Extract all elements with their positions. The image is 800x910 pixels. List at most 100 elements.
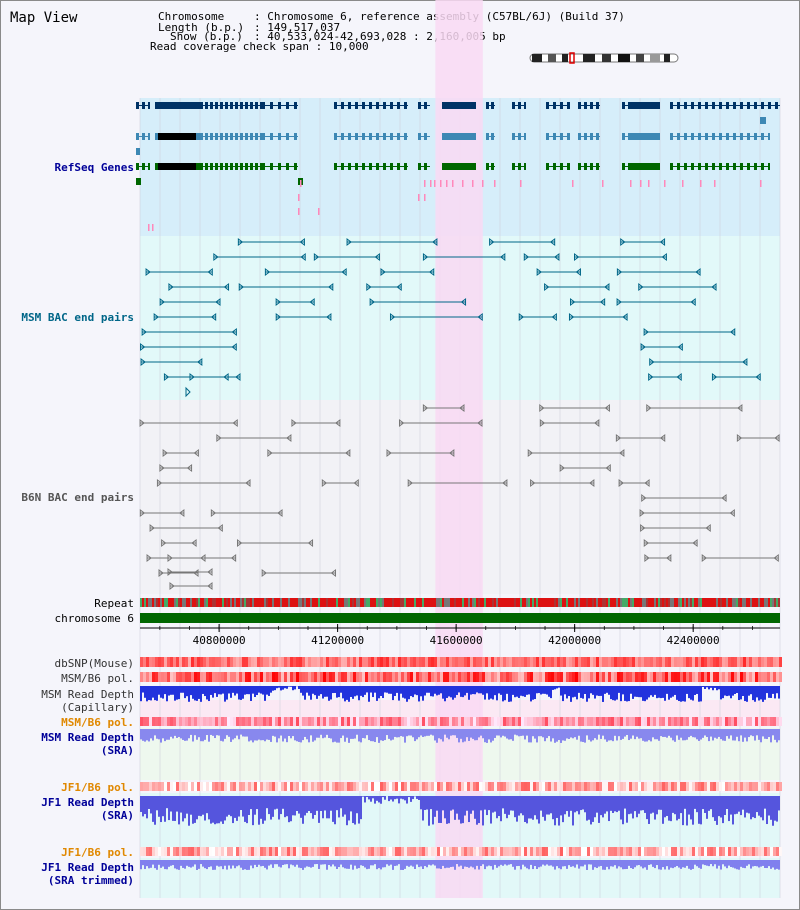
track-label-msm-bac[interactable]: MSM BAC end pairs <box>21 311 134 324</box>
refseq-gene-exon <box>225 133 228 140</box>
b6n-bac-pair-end <box>640 524 646 532</box>
refseq-gene-exon <box>584 163 587 170</box>
track-label-refseq[interactable]: RefSeq Genes <box>54 161 134 174</box>
jf1-depth-trim-bar <box>742 860 744 868</box>
msm-b6-pol-heat-cell <box>323 672 326 682</box>
repeat-segment <box>196 598 198 607</box>
jf1-b6-pol2-heat-cell <box>737 847 740 856</box>
jf1-b6-pol-heat-cell <box>602 782 605 791</box>
jf1-depth-trim-bar <box>210 860 212 867</box>
msm-depth-capillary-bar <box>214 686 216 694</box>
repeat-segment <box>562 598 564 607</box>
jf1-depth-sra-bar <box>378 796 380 803</box>
b6n-bac-pair-end <box>186 464 193 472</box>
msm-depth-sra-bar <box>360 729 362 743</box>
jf1-depth-sra-bar <box>366 796 368 798</box>
refseq-gene-exon <box>148 102 150 109</box>
b6n-bac-pair-end <box>159 464 165 472</box>
msm-depth-capillary-bar <box>598 686 600 696</box>
msm-depth-capillary-bar <box>166 686 168 702</box>
dbsnp-heat-cell <box>185 657 188 667</box>
jf1-b6-pol2-heat-cell <box>773 847 776 856</box>
dbsnp-heat-cell <box>569 657 572 667</box>
msm-depth-capillary-bar <box>328 686 330 701</box>
jf1-depth-sra-bar <box>624 796 626 809</box>
refseq-pink-marker <box>318 208 320 215</box>
refseq-pink-marker <box>440 180 442 187</box>
jf1-depth-sra-bar <box>158 796 160 817</box>
msm-depth-sra-bar <box>392 729 394 740</box>
msm-depth-sra-bar <box>198 729 200 738</box>
msm-depth-capillary-bar <box>170 686 172 695</box>
jf1-depth-sra-bar <box>376 796 378 801</box>
msm-b6-pol2-heat-cell <box>605 717 608 726</box>
msm-depth-capillary-bar <box>472 686 474 695</box>
msm-depth-sra-bar <box>190 729 192 735</box>
dbsnp-heat-cell <box>602 657 605 667</box>
jf1-depth-sra-bar <box>670 796 672 822</box>
repeat-segment <box>526 598 528 607</box>
jf1-depth-sra-bar <box>484 796 486 810</box>
repeat-segment <box>324 598 326 607</box>
jf1-depth-trim-bar <box>366 860 368 870</box>
msm-b6-pol-heat-cell <box>770 672 773 682</box>
jf1-depth-sra-bar <box>742 796 744 810</box>
msm-b6-pol2-heat-cell <box>521 717 524 726</box>
jf1-depth-trim-bar <box>478 860 480 870</box>
msm-b6-pol2-heat-cell <box>509 717 512 726</box>
repeat-segment <box>308 598 310 607</box>
msm-depth-capillary-bar <box>312 686 314 694</box>
refseq-gene-exon <box>136 133 139 140</box>
jf1-depth-trim-bar <box>674 860 676 868</box>
chromosome-ideogram[interactable] <box>528 52 682 64</box>
jf1-b6-pol2-heat-cell <box>251 847 254 856</box>
track-label-b6n-bac[interactable]: B6N BAC end pairs <box>21 491 134 504</box>
msm-depth-sra-bar <box>758 729 760 740</box>
jf1-depth-sra-bar <box>358 796 360 824</box>
dbsnp-heat-cell <box>431 657 434 667</box>
repeat-segment <box>752 598 754 607</box>
refseq-gene-exon <box>726 133 729 140</box>
jf1-b6-pol-heat-cell <box>140 782 143 791</box>
jf1-b6-pol-heat-cell <box>740 782 743 791</box>
dbsnp-heat-cell <box>716 657 719 667</box>
jf1-b6-pol-heat-cell <box>182 782 185 791</box>
repeat-segment <box>246 598 248 607</box>
jf1-depth-sra-bar <box>664 796 666 818</box>
msm-depth-capillary-bar <box>584 686 586 694</box>
msm-b6-pol2-heat-cell <box>557 717 560 726</box>
msm-depth-capillary-bar <box>378 686 380 699</box>
repeat-segment <box>144 598 146 607</box>
jf1-depth-sra-bar <box>380 796 382 804</box>
jf1-depth-trim-bar <box>178 860 180 870</box>
msm-b6-pol2-heat-cell <box>305 717 308 726</box>
jf1-b6-pol-heat-cell <box>545 782 548 791</box>
jf1-b6-pol-heat-cell <box>584 782 587 791</box>
repeat-segment <box>560 598 562 607</box>
jf1-depth-trim-bar <box>574 860 576 868</box>
msm-depth-sra-bar <box>178 729 180 737</box>
jf1-b6-pol-heat-cell <box>353 782 356 791</box>
refseq-gene-exon <box>622 102 625 109</box>
msm-b6-pol-heat-cell <box>614 672 617 682</box>
msm-b6-pol2-heat-cell <box>518 717 521 726</box>
repeat-segment <box>494 598 496 607</box>
jf1-depth-trim-bar <box>740 860 742 867</box>
jf1-depth-sra-bar <box>700 796 702 825</box>
msm-depth-sra-bar <box>452 729 454 736</box>
msm-depth-capillary-bar <box>180 686 182 693</box>
dbsnp-heat-cell <box>416 657 419 667</box>
msm-depth-capillary-bar <box>664 686 666 701</box>
repeat-segment <box>498 598 500 607</box>
msm-depth-capillary-bar <box>582 686 584 699</box>
repeat-segment <box>364 598 366 607</box>
jf1-b6-pol2-heat-cell <box>458 847 461 856</box>
jf1-depth-sra-bar <box>650 796 652 814</box>
msm-depth-sra-bar <box>710 729 712 737</box>
jf1-depth-sra-bar <box>290 796 292 822</box>
jf1-b6-pol2-heat-cell <box>491 847 494 856</box>
dbsnp-heat-cell <box>446 657 449 667</box>
b6n-bac-pair-end <box>232 419 238 427</box>
msm-b6-pol-heat-cell <box>290 672 293 682</box>
